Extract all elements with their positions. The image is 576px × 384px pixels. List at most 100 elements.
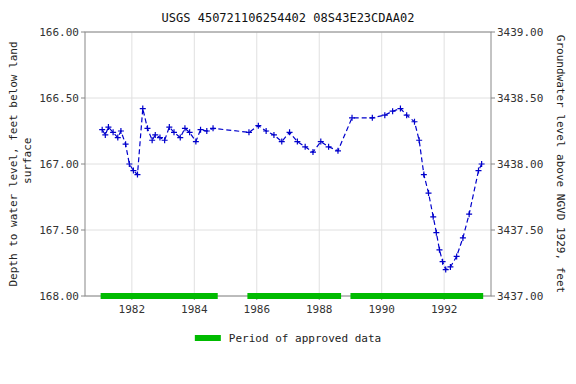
data-point [454,253,460,259]
y-tick [81,230,85,231]
data-point [102,132,108,138]
data-point [287,129,293,135]
y-axis-label-line: Depth to water level, feet below land [7,41,20,286]
y2-tick-label: 3439.00 [497,26,543,39]
data-point [436,247,442,253]
y2-tick-label: 3438.50 [497,92,543,105]
data-point [198,127,204,133]
data-point [182,125,188,131]
data-point [369,115,375,121]
data-line [102,109,481,270]
y-tick-label: 167.00 [39,158,79,171]
data-point [166,124,172,130]
data-point [416,137,422,143]
data-point [255,123,261,129]
grid-line [85,98,491,99]
y-tick [81,164,85,165]
data-point [479,161,485,167]
legend-label: Period of approved data [229,332,381,345]
legend-swatch [195,335,221,341]
data-point [162,137,168,143]
data-point [115,135,121,141]
y2-tick [491,98,495,99]
y2-tick [491,296,495,297]
x-tick-label: 1986 [244,303,271,316]
data-point [126,161,132,167]
data-point [99,127,105,133]
data [99,106,484,273]
data-point [476,168,482,174]
data-point [326,144,332,150]
y-tick-label: 168.00 [39,290,79,303]
data-point [447,264,453,270]
data-point [335,148,341,154]
y2-tick-label: 3437.00 [497,290,543,303]
grid-line [85,164,491,165]
data-point [263,128,269,134]
approved-periods [101,293,484,299]
y-axis-label-line: surface [21,138,34,191]
grid [85,32,491,296]
approved-period [247,293,341,299]
data-point [149,137,155,143]
approved-period [350,293,483,299]
data-point [466,211,472,217]
data-point [271,132,277,138]
data-point [404,112,410,118]
legend: Period of approved data [195,332,381,345]
data-point [318,139,324,145]
data-point [411,119,417,125]
y2-tick [491,32,495,33]
chart: 1982 1984 1986 1988 1990 1992 168.00 167.50 167.… [0,0,576,384]
x-tick-label: 1992 [431,303,458,316]
plot-frame [85,32,491,296]
data-point [460,235,466,241]
x-tick-label: 1990 [368,303,395,316]
plot-area [85,32,491,296]
y-tick [81,296,85,297]
data-point [382,112,388,118]
data-point [140,106,146,112]
data-point [204,128,210,134]
y-tick-label: 166.00 [39,26,79,39]
data-point [310,149,316,155]
data-point [171,129,177,135]
data-point [421,172,427,178]
y-tick [81,98,85,99]
data-point [397,106,403,112]
data-point [105,124,111,130]
data-point [426,190,432,196]
data-point [302,144,308,150]
y-tick-label: 166.50 [39,92,79,105]
title: USGS 450721106254402 08S43E23CDAA02 [162,11,415,25]
data-point [433,230,439,236]
data-point [246,129,252,135]
x-tick-label: 1984 [181,303,208,316]
y2-tick-label: 3437.50 [497,224,543,237]
data-point [144,125,150,131]
data-point [193,139,199,145]
y-axis-label: Depth to water level, feet below land su… [7,41,34,286]
y2-tick [491,230,495,231]
y-tick [81,32,85,33]
data-point [187,129,193,135]
y2-tick [491,164,495,165]
y-tick-label: 167.50 [39,224,79,237]
y2-tick-label: 3438.00 [497,158,543,171]
data-point [118,128,124,134]
approved-period [101,293,218,299]
data-point [130,168,136,174]
axes: 1982 1984 1986 1988 1990 1992 168.00 167.50 167.… [39,26,543,317]
data-point [349,115,355,121]
data-point [134,172,140,178]
data-point [123,141,129,147]
x-tick-label: 1988 [306,303,333,316]
data-point [390,108,396,114]
data-point [210,125,216,131]
y2-axis-label: Groundwater level above NGVD 1929, feet [554,35,567,293]
grid-line [85,230,491,231]
data-point [440,259,446,265]
data-point [177,135,183,141]
data-point [430,214,436,220]
x-tick-label: 1982 [119,303,146,316]
